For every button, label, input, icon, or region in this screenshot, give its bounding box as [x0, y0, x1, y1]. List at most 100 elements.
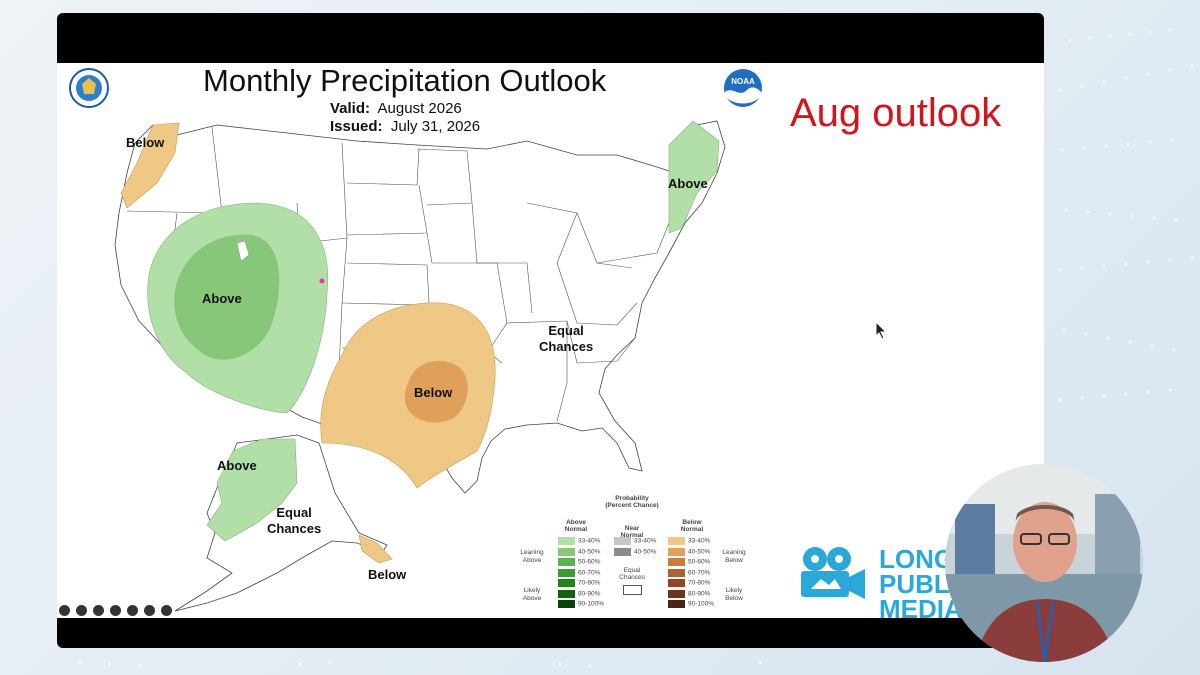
- valid-value: August 2026: [377, 100, 462, 117]
- legend-leaning-above: Leaning Above: [512, 549, 552, 565]
- legend-below-row: 70-80%: [668, 579, 710, 587]
- legend-above-label: 50-60%: [578, 558, 601, 566]
- near-header-line1: Near: [624, 525, 640, 532]
- valid-line: Valid: August 2026: [330, 100, 462, 117]
- legend-title-line1: Probability: [615, 495, 649, 502]
- mouse-cursor-icon: [875, 321, 888, 340]
- legend-below-swatch: [668, 568, 685, 577]
- legend-near-swatch: [614, 537, 631, 545]
- map-label-ak-equal-chances: Equal Chances: [267, 505, 321, 537]
- map-label-ak-below: Below: [368, 567, 407, 582]
- legend-below-row: 33-40%: [668, 537, 710, 545]
- legend-above-swatch: [558, 579, 575, 587]
- legend-below-label: 80-90%: [688, 590, 711, 598]
- presentation-frame: NOAA Monthly Precipitation Outlook Valid…: [57, 13, 1044, 648]
- map-label-nw-below: Below: [126, 135, 165, 150]
- display-icon[interactable]: [127, 605, 138, 616]
- issued-label: Issued:: [330, 118, 383, 135]
- legend-above-swatch: [558, 589, 575, 598]
- legend-above-label: 70-80%: [578, 579, 601, 587]
- legend-below-header: Below Normal: [672, 519, 712, 533]
- likely-above-line2: Above: [522, 595, 542, 602]
- legend-near-label: 40-50%: [634, 548, 657, 556]
- above-header-line1: Above: [566, 519, 586, 526]
- legend-below-label: 40-50%: [688, 548, 711, 556]
- legend-above-label: 90-100%: [578, 600, 605, 608]
- legend-above-swatch: [558, 558, 575, 566]
- noaa-logo-text: NOAA: [731, 77, 755, 86]
- map-label-south-below: Below: [414, 385, 453, 400]
- legend-likely-below: Likely Below: [714, 587, 754, 603]
- legend-below-label: 33-40%: [688, 537, 711, 545]
- zoom-icon[interactable]: [93, 605, 104, 616]
- leaning-above-line2: Above: [522, 557, 542, 564]
- probability-legend: Probability (Percent Chance) Above Norma…: [512, 495, 752, 615]
- legend-above-row: 33-40%: [558, 537, 600, 545]
- legend-below-swatch: [668, 600, 685, 608]
- legend-above-swatch: [558, 600, 575, 608]
- legend-below-label: 90-100%: [688, 600, 715, 608]
- legend-above-label: 80-90%: [578, 590, 601, 598]
- forward-arrow-icon[interactable]: [161, 605, 172, 616]
- legend-below-swatch: [668, 579, 685, 587]
- legend-above-header: Above Normal: [556, 519, 596, 533]
- doc-seal-icon: [69, 68, 109, 108]
- legend-below-row: 60-70%: [668, 568, 711, 577]
- legend-below-label: 70-80%: [688, 579, 711, 587]
- map-label-ne-above: Above: [668, 176, 708, 191]
- legend-near-label: 33-40%: [634, 537, 657, 545]
- west-above-core: [174, 234, 280, 360]
- south-below-core: [404, 360, 468, 423]
- legend-below-row: 40-50%: [668, 547, 711, 556]
- issued-value: July 31, 2026: [390, 118, 481, 135]
- below-header-line2: Normal: [680, 526, 704, 533]
- legend-above-label: 60-70%: [578, 569, 601, 577]
- aug-outlook-annotation: Aug outlook: [790, 91, 1002, 135]
- ak-equal-line2: Chances: [267, 521, 322, 536]
- likely-above-line1: Likely: [523, 587, 541, 594]
- leaning-above-line1: Leaning: [520, 549, 544, 556]
- brand-logo-text: LONG PUBL MEDIA: [879, 546, 963, 624]
- above-header-line2: Normal: [564, 526, 588, 533]
- pencil-icon[interactable]: [76, 605, 87, 616]
- below-header-line1: Below: [682, 519, 702, 526]
- legend-equal-line1: Equal: [623, 567, 641, 574]
- legend-title-line2: (Percent Chance): [605, 502, 659, 509]
- legend-below-row: 80-90%: [668, 589, 711, 598]
- legend-below-swatch: [668, 589, 685, 598]
- legend-near-row: 40-50%: [614, 547, 657, 556]
- equal-chances-line2: Chances: [539, 339, 594, 354]
- legend-above-swatch: [558, 568, 575, 577]
- brand-line2: PUBL: [879, 569, 950, 599]
- legend-near-swatch: [614, 547, 631, 556]
- equal-chances-line1: Equal: [548, 323, 584, 338]
- legend-above-row: 60-70%: [558, 568, 601, 577]
- captions-icon[interactable]: [110, 605, 121, 616]
- legend-below-label: 50-60%: [688, 558, 711, 566]
- leaning-below-line2: Below: [725, 557, 743, 564]
- legend-above-row: 80-90%: [558, 589, 601, 598]
- legend-title: Probability (Percent Chance): [602, 495, 662, 509]
- precipitation-map: [114, 120, 726, 612]
- brand-line3: MEDIA: [879, 594, 963, 624]
- legend-likely-above: Likely Above: [512, 587, 552, 603]
- slide-title: Monthly Precipitation Outlook: [203, 63, 607, 98]
- likely-below-line2: Below: [725, 595, 743, 602]
- near-header-line2: Normal: [620, 532, 644, 539]
- legend-near-header: Near Normal: [612, 525, 652, 539]
- presenter-video: [945, 464, 1143, 662]
- legend-below-label: 60-70%: [688, 569, 711, 577]
- valid-label: Valid:: [330, 100, 371, 117]
- leaning-below-line1: Leaning: [722, 549, 746, 556]
- legend-below-swatch: [668, 558, 685, 566]
- legend-below-swatch: [668, 547, 685, 556]
- marker-dot: [319, 278, 325, 284]
- legend-above-label: 40-50%: [578, 548, 601, 556]
- legend-above-row: 40-50%: [558, 547, 601, 556]
- ak-equal-line1: Equal: [276, 505, 312, 520]
- grid-icon[interactable]: [144, 605, 155, 616]
- legend-equal-swatch: [623, 585, 642, 595]
- legend-equal-chances: Equal Chances: [614, 567, 650, 581]
- back-arrow-icon[interactable]: [59, 605, 70, 616]
- nw-below-area: [120, 122, 180, 209]
